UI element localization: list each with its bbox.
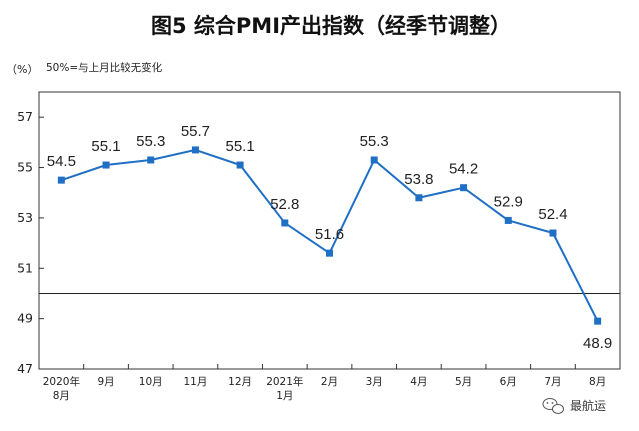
x-tick-label: 2月 — [321, 376, 338, 388]
data-point — [281, 219, 289, 227]
x-tick-label: 2020年 — [43, 375, 80, 388]
x-tick-label: 2021年 — [266, 375, 303, 388]
y-tick-label: 57 — [17, 109, 33, 124]
data-label: 55.3 — [136, 133, 165, 150]
data-point — [326, 249, 333, 257]
data-label: 55.3 — [360, 133, 389, 150]
data-label: 48.9 — [583, 335, 612, 352]
data-label: 51.6 — [315, 226, 344, 243]
wechat-icon — [542, 398, 564, 414]
x-tick-label: 8月 — [53, 390, 70, 402]
x-tick-label: 9月 — [97, 376, 114, 388]
chart-title: 图5 综合PMI产出指数（经季节调整） — [151, 14, 511, 38]
data-label: 54.2 — [449, 161, 478, 178]
data-label: 55.1 — [226, 138, 255, 155]
x-tick-label: 3月 — [366, 376, 383, 388]
data-point — [147, 156, 155, 164]
x-tick-label: 10月 — [139, 376, 163, 388]
data-point — [102, 161, 110, 169]
y-tick-label: 55 — [17, 160, 33, 175]
data-label: 55.7 — [181, 123, 210, 140]
y-axis: 47 49 51 53 55 57 — [17, 109, 44, 376]
data-label: 53.8 — [404, 171, 433, 188]
data-point — [415, 194, 423, 202]
x-tick-label: 5月 — [455, 376, 472, 388]
x-tick-label: 4月 — [410, 376, 427, 388]
y-tick-label: 47 — [17, 361, 33, 376]
data-point — [191, 146, 199, 154]
plot-frame — [38, 91, 621, 370]
data-point — [370, 156, 378, 164]
chart-note: 50%=与上月比较无变化 — [46, 61, 163, 74]
watermark-text: 最航运 — [570, 398, 606, 413]
data-labels: 54.5 55.1 55.3 55.7 55.1 52.8 51.6 55.3 53.8 54.2… — [47, 123, 613, 352]
data-point — [236, 161, 244, 169]
data-point — [549, 229, 557, 237]
x-tick-label: 8月 — [589, 376, 606, 388]
x-axis: 2020年 8月 9月 10月 11月 12月 2021年 1月 2月 3月 4月 5月 6月 7月 8月 — [38, 364, 621, 402]
y-tick-label: 49 — [17, 311, 33, 326]
data-label: 54.5 — [47, 153, 76, 170]
unit-label: （%） — [6, 63, 38, 76]
y-tick-label: 51 — [17, 260, 33, 275]
data-label: 52.4 — [538, 206, 567, 223]
data-point — [594, 317, 602, 325]
x-tick-label: 7月 — [544, 376, 561, 388]
x-tick-label: 12月 — [228, 376, 252, 388]
data-label: 52.9 — [494, 193, 523, 210]
data-point — [504, 216, 512, 224]
x-tick-label: 11月 — [183, 376, 207, 388]
x-tick-label: 1月 — [276, 390, 293, 402]
watermark: 最航运 — [542, 398, 606, 414]
data-points — [57, 146, 602, 325]
data-label: 52.8 — [270, 196, 299, 213]
data-point — [57, 176, 65, 184]
data-label: 55.1 — [91, 138, 120, 155]
data-point — [460, 184, 468, 192]
x-tick-label: 6月 — [500, 376, 517, 388]
y-tick-label: 53 — [17, 210, 33, 225]
